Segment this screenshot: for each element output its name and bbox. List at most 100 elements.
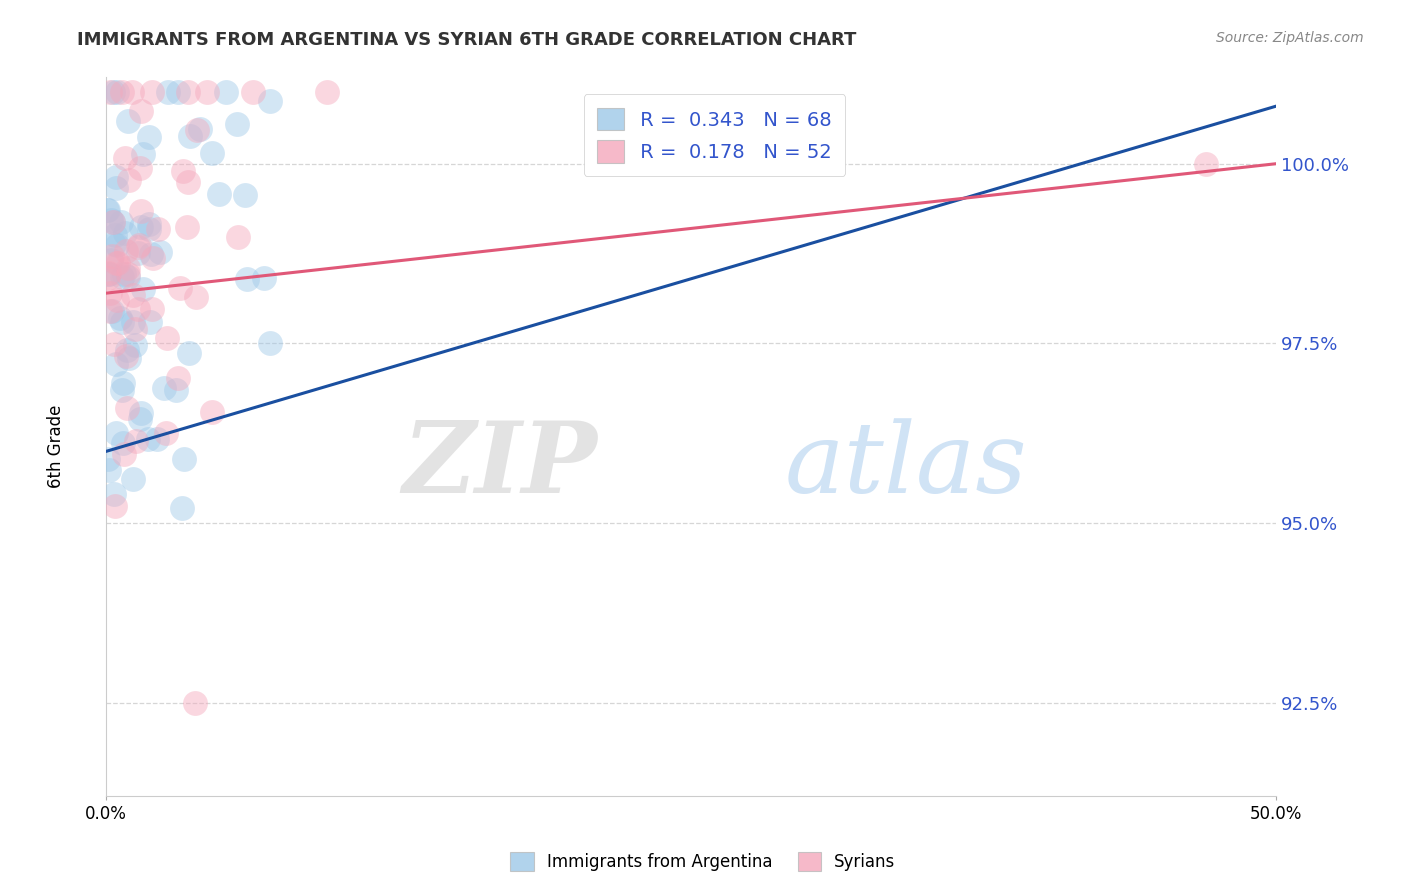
Text: IMMIGRANTS FROM ARGENTINA VS SYRIAN 6TH GRADE CORRELATION CHART: IMMIGRANTS FROM ARGENTINA VS SYRIAN 6TH … [77, 31, 856, 49]
Point [149, 244, 172, 259]
Point [127, 301, 149, 316]
Point [127, 246, 149, 260]
Point [1195, 157, 1218, 171]
Point [98, 267, 121, 281]
Point [117, 270, 139, 285]
Point [167, 85, 190, 99]
Legend: Immigrants from Argentina, Syrians: Immigrants from Argentina, Syrians [502, 843, 904, 880]
Point [117, 260, 139, 275]
Point [103, 337, 125, 351]
Point [214, 85, 236, 99]
Point [104, 357, 127, 371]
Point [98, 266, 121, 280]
Point [124, 322, 146, 336]
Point [97, 203, 120, 218]
Point [166, 371, 188, 385]
Point [156, 331, 179, 345]
Point [129, 204, 152, 219]
Point [176, 85, 198, 99]
Point [179, 129, 201, 144]
Point [146, 222, 169, 236]
Point [155, 425, 177, 440]
Point [110, 215, 132, 229]
Point [111, 270, 134, 285]
Point [173, 452, 195, 467]
Point [138, 129, 160, 144]
Point [117, 114, 139, 128]
Point [97, 271, 120, 285]
Point [124, 338, 146, 352]
Point [139, 247, 162, 261]
Point [139, 315, 162, 329]
Point [129, 220, 152, 235]
Point [114, 226, 136, 240]
Point [186, 123, 208, 137]
Point [104, 181, 127, 195]
Point [172, 164, 194, 178]
Point [201, 146, 224, 161]
Point [97, 452, 120, 467]
Point [103, 215, 125, 229]
Point [125, 434, 148, 449]
Point [184, 289, 207, 303]
Legend:  R =  0.343   N = 68,  R =  0.178   N = 52: R = 0.343 N = 68, R = 0.178 N = 52 [583, 95, 845, 177]
Point [176, 220, 198, 235]
Point [226, 229, 249, 244]
Point [129, 412, 152, 426]
Point [170, 501, 193, 516]
Point [141, 251, 163, 265]
Point [96, 203, 118, 218]
Point [132, 146, 155, 161]
Point [118, 173, 141, 187]
Point [107, 256, 129, 270]
Point [153, 380, 176, 394]
Point [141, 85, 163, 99]
Point [127, 240, 149, 254]
Point [156, 85, 179, 99]
Point [184, 696, 207, 710]
Point [98, 85, 121, 99]
Text: Source: ZipAtlas.com: Source: ZipAtlas.com [1216, 31, 1364, 45]
Point [110, 310, 132, 325]
Point [97, 267, 120, 281]
Point [197, 85, 219, 99]
Point [165, 383, 187, 397]
Point [98, 463, 121, 477]
Point [316, 85, 339, 99]
Point [236, 272, 259, 286]
Point [259, 336, 281, 351]
Point [112, 376, 135, 390]
Point [129, 161, 152, 175]
Point [112, 435, 135, 450]
Point [121, 85, 143, 99]
Point [105, 169, 128, 184]
Point [104, 425, 127, 440]
Point [115, 343, 138, 358]
Point [121, 288, 143, 302]
Point [117, 268, 139, 282]
Point [104, 228, 127, 243]
Point [141, 302, 163, 317]
Point [131, 104, 153, 119]
Text: ZIP: ZIP [402, 417, 598, 514]
Point [112, 267, 135, 281]
Point [201, 405, 224, 419]
Point [129, 405, 152, 419]
Point [128, 237, 150, 252]
Text: atlas: atlas [785, 418, 1028, 514]
Point [100, 213, 122, 227]
Point [107, 85, 129, 99]
Point [253, 271, 276, 285]
Point [121, 315, 143, 329]
Point [114, 151, 136, 165]
Point [235, 187, 257, 202]
Point [103, 85, 125, 99]
Point [104, 499, 127, 513]
Point [100, 252, 122, 267]
Point [111, 315, 134, 329]
Point [115, 244, 138, 258]
Point [104, 256, 127, 270]
Point [101, 214, 124, 228]
Point [242, 85, 264, 99]
Point [100, 249, 122, 263]
